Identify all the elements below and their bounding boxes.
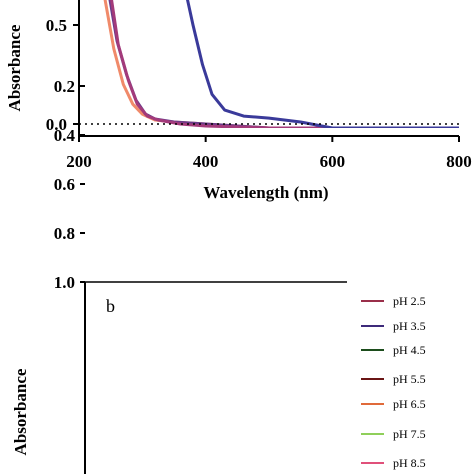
panel-b-y-tick-label-3: 0.6 <box>54 175 75 194</box>
panel-b-plot-series <box>85 37 151 270</box>
panel-b-letter: b <box>106 296 115 316</box>
panel-b-y-tick-label-2: 0.8 <box>54 224 75 243</box>
panel-b-series-line-6 <box>85 40 148 229</box>
panel-b-legend: pH 2.5 pH 3.5 pH 4.5 pH 5.5 pH 6.5 pH 7.5 pH 8… <box>361 294 426 470</box>
panel-a-ticks: 200 400 600 800 0.0 0.5 <box>46 16 472 171</box>
panel-b-ticks: 1.0 0.8 0.6 0.4 0.2 <box>54 77 85 292</box>
panel-a-y-axis-title: Absorbance <box>5 24 24 111</box>
panel-b-y-axis-title: Absorbance <box>11 368 30 455</box>
panel-b-legend-label-2: pH 3.5 <box>393 319 426 333</box>
panel-b-legend-label-6: pH 7.5 <box>393 427 426 441</box>
panel-b-legend-label-5: pH 6.5 <box>393 397 426 411</box>
panel-a-series-line-3 <box>110 0 459 128</box>
panel-b-legend-label-3: pH 4.5 <box>393 343 426 357</box>
panel-b-legend-label-7: pH 8.5 <box>393 456 426 470</box>
panel-b-y-tick-label-4: 0.4 <box>54 126 76 145</box>
panel-b-y-tick-label-5: 0.2 <box>54 77 75 96</box>
panel-a-x-tick-label-1: 200 <box>66 152 92 171</box>
panel-b-legend-label-4: pH 5.5 <box>393 372 426 386</box>
panel-b-series-line-7 <box>85 37 151 270</box>
panel-a-series-line-4 <box>186 0 459 128</box>
panel-a-x-axis-title: Wavelength (nm) <box>203 183 328 202</box>
panel-b-legend-label-1: pH 2.5 <box>393 294 426 308</box>
panel-a-plot-series <box>103 0 459 128</box>
panel-a-series-line-1 <box>103 0 459 128</box>
panel-a-x-tick-label-4: 800 <box>446 152 472 171</box>
chart-panel-b: 1.0 0.8 0.6 0.4 0.2 b Absorbance pH 2.5 pH 3.… <box>11 37 426 474</box>
panel-b-y-tick-label-1: 1.0 <box>54 273 75 292</box>
panel-a-y-tick-label-2: 0.5 <box>46 16 67 35</box>
panel-a-x-tick-label-3: 600 <box>320 152 346 171</box>
chart-panel-a: 200 400 600 800 0.0 0.5 Wavelength (nm) Absor… <box>5 0 472 202</box>
panel-a-x-tick-label-2: 400 <box>193 152 219 171</box>
panel-a-y-tick-label-1: 0.0 <box>46 115 67 134</box>
panel-a-series-line-2 <box>108 0 459 128</box>
